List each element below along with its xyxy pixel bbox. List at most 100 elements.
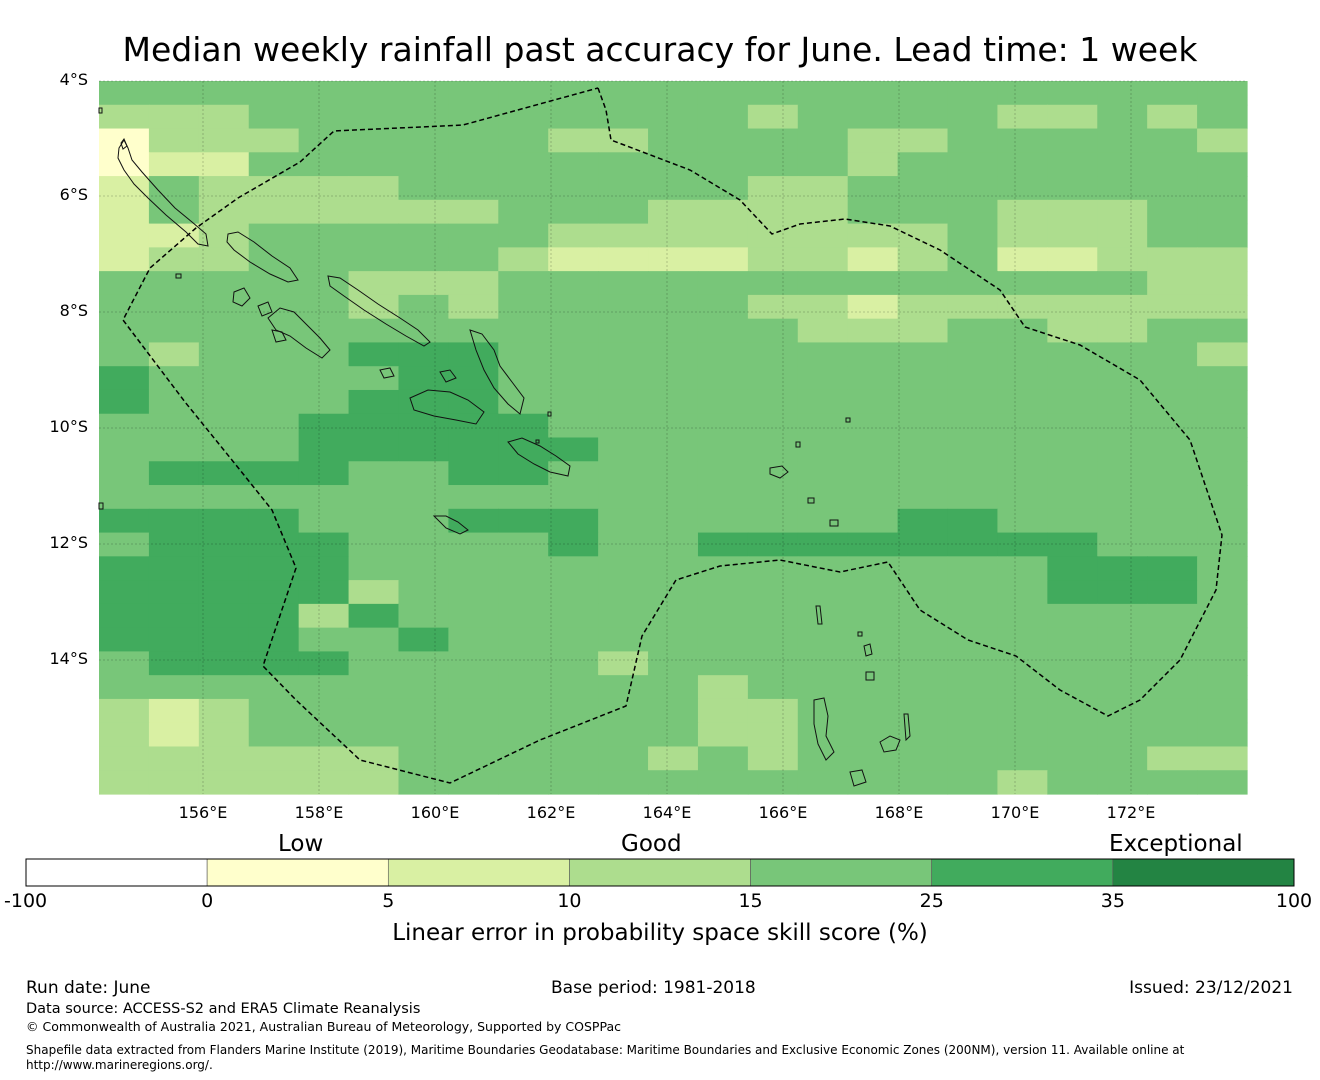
heatmap-cell	[598, 128, 649, 153]
heatmap-cell	[697, 128, 749, 153]
heatmap-cell	[797, 461, 849, 486]
heatmap-cell	[997, 698, 1048, 724]
heatmap-cell	[598, 485, 649, 510]
heatmap-cell	[747, 413, 799, 439]
heatmap-cell	[348, 508, 400, 534]
heatmap-cell	[697, 294, 749, 320]
heatmap-cell	[847, 556, 899, 581]
heatmap-cell	[997, 437, 1048, 462]
heatmap-cell	[997, 271, 1048, 296]
heatmap-cell	[1147, 603, 1198, 629]
heatmap-cell	[897, 247, 949, 272]
coastline-makira	[507, 437, 571, 477]
heatmap-cell	[148, 698, 200, 724]
heatmap-cell	[298, 437, 350, 462]
colorbar-tick-label: 25	[919, 890, 944, 912]
heatmap-cell	[897, 461, 949, 486]
heatmap-cell	[548, 271, 599, 296]
heatmap-cell	[448, 413, 499, 439]
heatmap-cell	[797, 128, 849, 153]
coastline-buka	[120, 138, 128, 150]
heatmap-cell	[947, 413, 999, 439]
colorbar-segment	[25, 858, 208, 887]
heatmap-cell	[1047, 508, 1098, 534]
heatmap-cell	[648, 294, 699, 320]
longitude-label: 158°E	[294, 803, 344, 822]
heatmap-cell	[847, 247, 899, 272]
heatmap-cell	[248, 342, 300, 367]
heatmap-cell	[847, 128, 899, 153]
island-coastlines	[98, 107, 911, 787]
heatmap-cell	[648, 104, 699, 130]
heatmap-cell	[1097, 508, 1148, 534]
heatmap-cell	[697, 247, 749, 272]
heatmap-cell	[947, 485, 999, 510]
heatmap-cell	[198, 746, 250, 771]
heatmap-cell	[897, 437, 949, 462]
coastline-santa-isabel	[327, 275, 431, 347]
heatmap-cell	[1047, 603, 1098, 629]
heatmap-cell	[148, 532, 200, 557]
heatmap-cell	[1197, 247, 1248, 272]
coastline-vella-lavella	[232, 287, 251, 307]
heatmap-cell	[797, 104, 849, 130]
heatmap-cell	[248, 580, 300, 605]
heatmap-cell	[248, 294, 300, 320]
shapefile-credit-line2: http://www.marineregions.org/.	[26, 1058, 213, 1072]
heatmap-cell	[548, 556, 599, 581]
heatmap-cell	[1047, 152, 1098, 177]
heatmap-cell	[198, 152, 250, 177]
heatmap-cell	[747, 461, 799, 486]
heatmap-cell	[598, 199, 649, 225]
heatmap-cell	[99, 675, 150, 700]
heatmap-cell	[598, 746, 649, 771]
heatmap-cell	[947, 223, 999, 248]
heatmap-cell	[598, 532, 649, 557]
heatmap-cell	[697, 580, 749, 605]
heatmap-cell	[99, 199, 150, 225]
heatmap-cell	[947, 389, 999, 415]
heatmap-cell	[797, 437, 849, 462]
heatmap-cell	[897, 223, 949, 248]
heatmap-cell	[847, 294, 899, 320]
heatmap-cell	[1047, 271, 1098, 296]
heatmap-cell	[1097, 413, 1148, 439]
coastline-florida-islands	[439, 369, 457, 383]
heatmap-cell	[1097, 271, 1148, 296]
longitude-label: 172°E	[1106, 803, 1156, 822]
heatmap-cell	[797, 485, 849, 510]
heatmap-cell	[947, 176, 999, 201]
skill-score-heatmap	[99, 81, 1248, 795]
heatmap-cell	[548, 199, 599, 225]
heatmap-cell	[897, 413, 949, 439]
heatmap-cell	[997, 746, 1048, 771]
heatmap-cell	[797, 223, 849, 248]
longitude-label: 170°E	[990, 803, 1040, 822]
heatmap-cell	[148, 722, 200, 748]
heatmap-cell	[298, 603, 350, 629]
heatmap-cell	[847, 722, 899, 748]
heatmap-cell	[99, 413, 150, 439]
heatmap-cell	[648, 366, 699, 391]
heatmap-cell	[1047, 413, 1098, 439]
heatmap-cell	[348, 366, 400, 391]
heatmap-cell	[398, 698, 449, 724]
heatmap-cell	[897, 556, 949, 581]
heatmap-cell	[697, 389, 749, 415]
longitude-label: 166°E	[758, 803, 808, 822]
heatmap-cell	[747, 176, 799, 201]
heatmap-cell	[1147, 508, 1198, 534]
heatmap-cell	[947, 294, 999, 320]
heatmap-cell	[897, 366, 949, 391]
heatmap-cell	[847, 485, 899, 510]
heatmap-cell	[1197, 413, 1248, 439]
heatmap-cell	[797, 698, 849, 724]
heatmap-cell	[797, 651, 849, 676]
heatmap-cell	[947, 318, 999, 344]
heatmap-cell	[1147, 627, 1198, 652]
heatmap-cell	[99, 627, 150, 652]
heatmap-cell	[448, 485, 499, 510]
heatmap-cell	[498, 223, 549, 248]
heatmap-cell	[99, 294, 150, 320]
heatmap-cell	[1047, 128, 1098, 153]
